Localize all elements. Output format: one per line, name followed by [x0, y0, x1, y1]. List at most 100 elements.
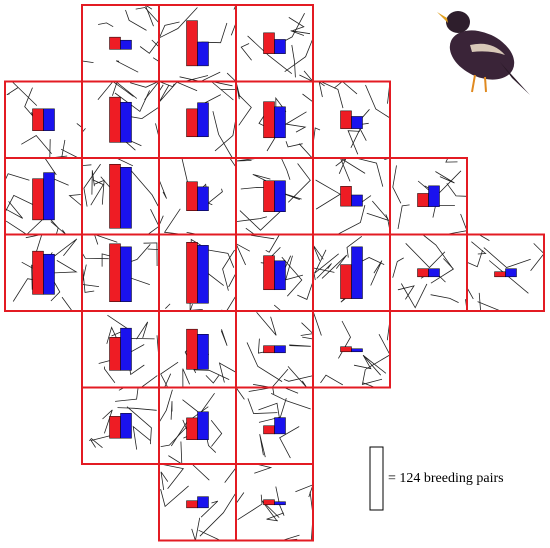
street: [83, 163, 101, 207]
bar: [351, 194, 363, 207]
street: [235, 387, 249, 400]
street: [199, 492, 237, 537]
street: [259, 434, 266, 458]
street: [275, 486, 285, 516]
street: [170, 401, 173, 420]
street: [222, 249, 235, 291]
street: [159, 373, 172, 388]
street: [355, 157, 384, 187]
street: [221, 295, 237, 312]
street: [483, 247, 531, 268]
street: [158, 21, 180, 39]
bar: [43, 108, 55, 131]
street: [210, 419, 223, 447]
bar: [109, 163, 121, 229]
street: [458, 299, 468, 312]
street: [212, 111, 233, 158]
bar: [494, 271, 506, 278]
bar: [43, 253, 55, 295]
street: [446, 183, 468, 197]
street: [207, 249, 235, 268]
street: [239, 207, 285, 231]
street: [158, 179, 167, 199]
street: [285, 141, 303, 148]
street: [392, 165, 402, 204]
grid-cell: [312, 310, 391, 389]
bird-tail: [500, 62, 530, 95]
bar: [120, 167, 132, 229]
street: [126, 406, 152, 445]
street: [139, 375, 158, 388]
street: [89, 438, 103, 449]
street: [168, 441, 183, 465]
street: [91, 170, 95, 195]
street: [445, 157, 458, 163]
street: [214, 118, 237, 152]
street: [445, 213, 468, 235]
street: [289, 344, 311, 347]
grid: [4, 4, 545, 542]
street: [191, 517, 201, 541]
street: [299, 57, 314, 83]
street: [530, 243, 545, 272]
street: [4, 173, 30, 181]
street: [284, 38, 314, 73]
bar: [120, 246, 132, 302]
street: [266, 512, 284, 522]
street: [303, 70, 314, 83]
street: [81, 158, 92, 167]
bar: [32, 250, 44, 295]
street: [200, 500, 219, 518]
street: [478, 292, 493, 312]
street: [312, 127, 321, 145]
street: [252, 368, 289, 388]
street: [361, 369, 383, 385]
bar: [109, 36, 121, 50]
street: [347, 130, 360, 155]
street: [130, 169, 159, 207]
bar: [340, 346, 352, 353]
bar: [263, 345, 275, 354]
bar: [417, 193, 429, 207]
street: [160, 471, 169, 491]
street: [254, 463, 273, 474]
street: [298, 143, 314, 159]
bar: [274, 106, 286, 139]
street: [288, 163, 311, 203]
street: [115, 387, 139, 402]
bar: [340, 264, 352, 299]
bar: [505, 268, 517, 278]
street: [218, 362, 236, 383]
street: [93, 233, 118, 245]
street: [211, 81, 234, 101]
street: [346, 235, 363, 258]
street: [51, 260, 78, 274]
street: [44, 157, 58, 176]
street: [321, 254, 348, 279]
street: [165, 303, 171, 309]
legend-label: = 124 breeding pairs: [388, 471, 504, 486]
street: [320, 81, 344, 109]
bar: [263, 32, 275, 54]
legend-box: [369, 446, 384, 511]
street: [405, 243, 446, 269]
bar: [32, 178, 44, 221]
street: [125, 9, 147, 31]
street: [338, 320, 351, 359]
street: [370, 81, 391, 104]
bar: [274, 345, 286, 354]
street: [283, 375, 313, 382]
street: [353, 354, 372, 370]
street: [98, 22, 114, 28]
bar: [340, 110, 352, 129]
bar: [120, 101, 132, 143]
street: [179, 71, 221, 82]
street: [285, 255, 304, 281]
street: [247, 35, 293, 75]
bars: [32, 20, 517, 509]
street: [430, 294, 459, 303]
bar: [197, 411, 209, 440]
bar: [197, 334, 209, 370]
grid-cell: [235, 463, 314, 542]
street: [24, 87, 36, 119]
